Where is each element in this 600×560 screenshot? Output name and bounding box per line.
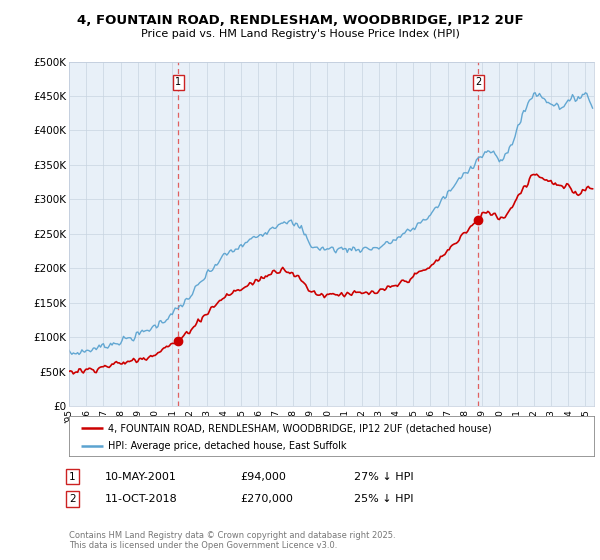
Text: £94,000: £94,000 — [240, 472, 286, 482]
Text: 11-OCT-2018: 11-OCT-2018 — [105, 494, 178, 504]
Text: Contains HM Land Registry data © Crown copyright and database right 2025.
This d: Contains HM Land Registry data © Crown c… — [69, 531, 395, 550]
Text: 4, FOUNTAIN ROAD, RENDLESHAM, WOODBRIDGE, IP12 2UF: 4, FOUNTAIN ROAD, RENDLESHAM, WOODBRIDGE… — [77, 14, 523, 27]
Text: 1: 1 — [69, 472, 76, 482]
Text: 25% ↓ HPI: 25% ↓ HPI — [354, 494, 413, 504]
Text: 27% ↓ HPI: 27% ↓ HPI — [354, 472, 413, 482]
Text: 4, FOUNTAIN ROAD, RENDLESHAM, WOODBRIDGE, IP12 2UF (detached house): 4, FOUNTAIN ROAD, RENDLESHAM, WOODBRIDGE… — [109, 423, 492, 433]
Text: HPI: Average price, detached house, East Suffolk: HPI: Average price, detached house, East… — [109, 441, 347, 451]
Text: Price paid vs. HM Land Registry's House Price Index (HPI): Price paid vs. HM Land Registry's House … — [140, 29, 460, 39]
Text: 10-MAY-2001: 10-MAY-2001 — [105, 472, 177, 482]
Text: £270,000: £270,000 — [240, 494, 293, 504]
Text: 1: 1 — [175, 77, 182, 87]
Text: 2: 2 — [69, 494, 76, 504]
Text: 2: 2 — [475, 77, 481, 87]
